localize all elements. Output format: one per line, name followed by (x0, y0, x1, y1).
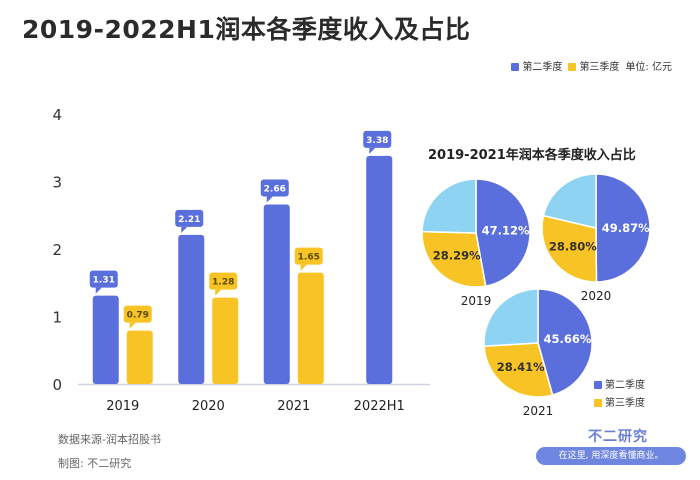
y-tick-label: 3 (52, 174, 62, 192)
data-label-bubble (260, 179, 289, 197)
bar-q2 (366, 155, 393, 384)
data-label-pointer (215, 289, 222, 296)
data-label-bubble (363, 130, 392, 148)
x-tick-label: 2021 (277, 399, 310, 414)
data-label-bubble (209, 272, 238, 290)
data-label: 1.28 (212, 278, 234, 288)
pie-year-label: 2021 (523, 404, 554, 418)
pie-slice-other (421, 178, 477, 234)
pie-legend-swatch-q3 (594, 399, 602, 407)
pie-slice-q2 (537, 288, 593, 396)
y-tick-label: 2 (52, 241, 62, 259)
legend-item-q3: 第三季度 (568, 58, 619, 73)
pie-year-label: 2020 (581, 289, 612, 303)
data-label-bubble (175, 209, 204, 227)
unit-label: 单位: 亿元 (625, 62, 672, 73)
brand-logo-text: 不二研究 (588, 429, 648, 445)
pie-legend-item-q3: 第三季度 (594, 394, 645, 409)
legend-label-q3: 第三季度 (579, 62, 620, 73)
data-label-pointer (95, 287, 102, 294)
data-label: 3.38 (366, 136, 388, 146)
data-label-bubble (89, 270, 118, 288)
bar-q3 (297, 272, 324, 384)
data-label-bubble (294, 247, 323, 265)
source-note: 数据来源-润本招股书 (58, 433, 161, 446)
pie-slice-q2 (595, 173, 651, 283)
y-tick-label: 0 (52, 376, 62, 394)
bar-q3 (212, 297, 239, 384)
page-title: 2019-2022H1润本各季度收入及占比 (22, 15, 471, 44)
legend-swatch-q2 (511, 63, 520, 71)
x-tick-label: 2020 (192, 399, 225, 414)
pie-title: 2019-2021年润本各季度收入占比 (428, 148, 636, 163)
pie-slice-other (542, 173, 597, 229)
data-label: 1.65 (298, 253, 320, 263)
brand-slogan: 在这里, 用深度看懂商业。 (536, 447, 686, 465)
x-tick-label: 2019 (106, 399, 139, 414)
pie-slice-q2 (475, 178, 531, 287)
data-label: 0.79 (127, 311, 149, 321)
legend-label-q2: 第二季度 (522, 62, 563, 73)
pie-slice-label: 45.66% (543, 332, 591, 346)
bar-q2 (263, 204, 290, 384)
data-label-pointer (181, 226, 188, 233)
pie-slice-other (483, 288, 539, 347)
bar-q2 (92, 295, 119, 384)
pie-slice-q3 (483, 342, 554, 398)
bar-q2 (178, 234, 205, 384)
bar-legend: 第二季度 第三季度 单位: 亿元 (511, 58, 672, 73)
data-label-pointer (369, 147, 376, 154)
pie-slice-label: 28.29% (433, 249, 481, 263)
x-tick-label: 2022H1 (354, 399, 405, 414)
pie-slice-label: 47.12% (482, 223, 530, 237)
data-label-pointer (129, 322, 136, 329)
pie-legend-label-q3: 第三季度 (605, 398, 645, 409)
bar-q3 (126, 330, 153, 384)
legend-item-q2: 第二季度 (511, 58, 562, 73)
pie-slice-q3 (541, 214, 598, 283)
data-label: 1.31 (93, 276, 115, 286)
pie-slice-label: 28.80% (549, 240, 597, 254)
data-label: 2.21 (178, 215, 200, 225)
author-note: 制图: 不二研究 (58, 457, 132, 470)
data-label-pointer (266, 196, 273, 203)
pie-slice-q3 (421, 230, 487, 288)
pie-legend-item-q2: 第二季度 (594, 376, 645, 391)
data-label-bubble (123, 305, 152, 323)
pie-slice-label: 28.41% (497, 360, 545, 374)
pie-legend-label-q2: 第二季度 (605, 380, 645, 391)
data-label: 2.66 (264, 184, 286, 194)
pie-slice-label: 49.87% (602, 221, 650, 235)
y-tick-label: 1 (52, 309, 62, 327)
pie-year-label: 2019 (461, 294, 492, 308)
pie-legend-swatch-q2 (594, 381, 602, 389)
legend-swatch-q3 (568, 63, 577, 71)
y-tick-label: 4 (52, 106, 62, 124)
data-label-pointer (300, 264, 307, 271)
